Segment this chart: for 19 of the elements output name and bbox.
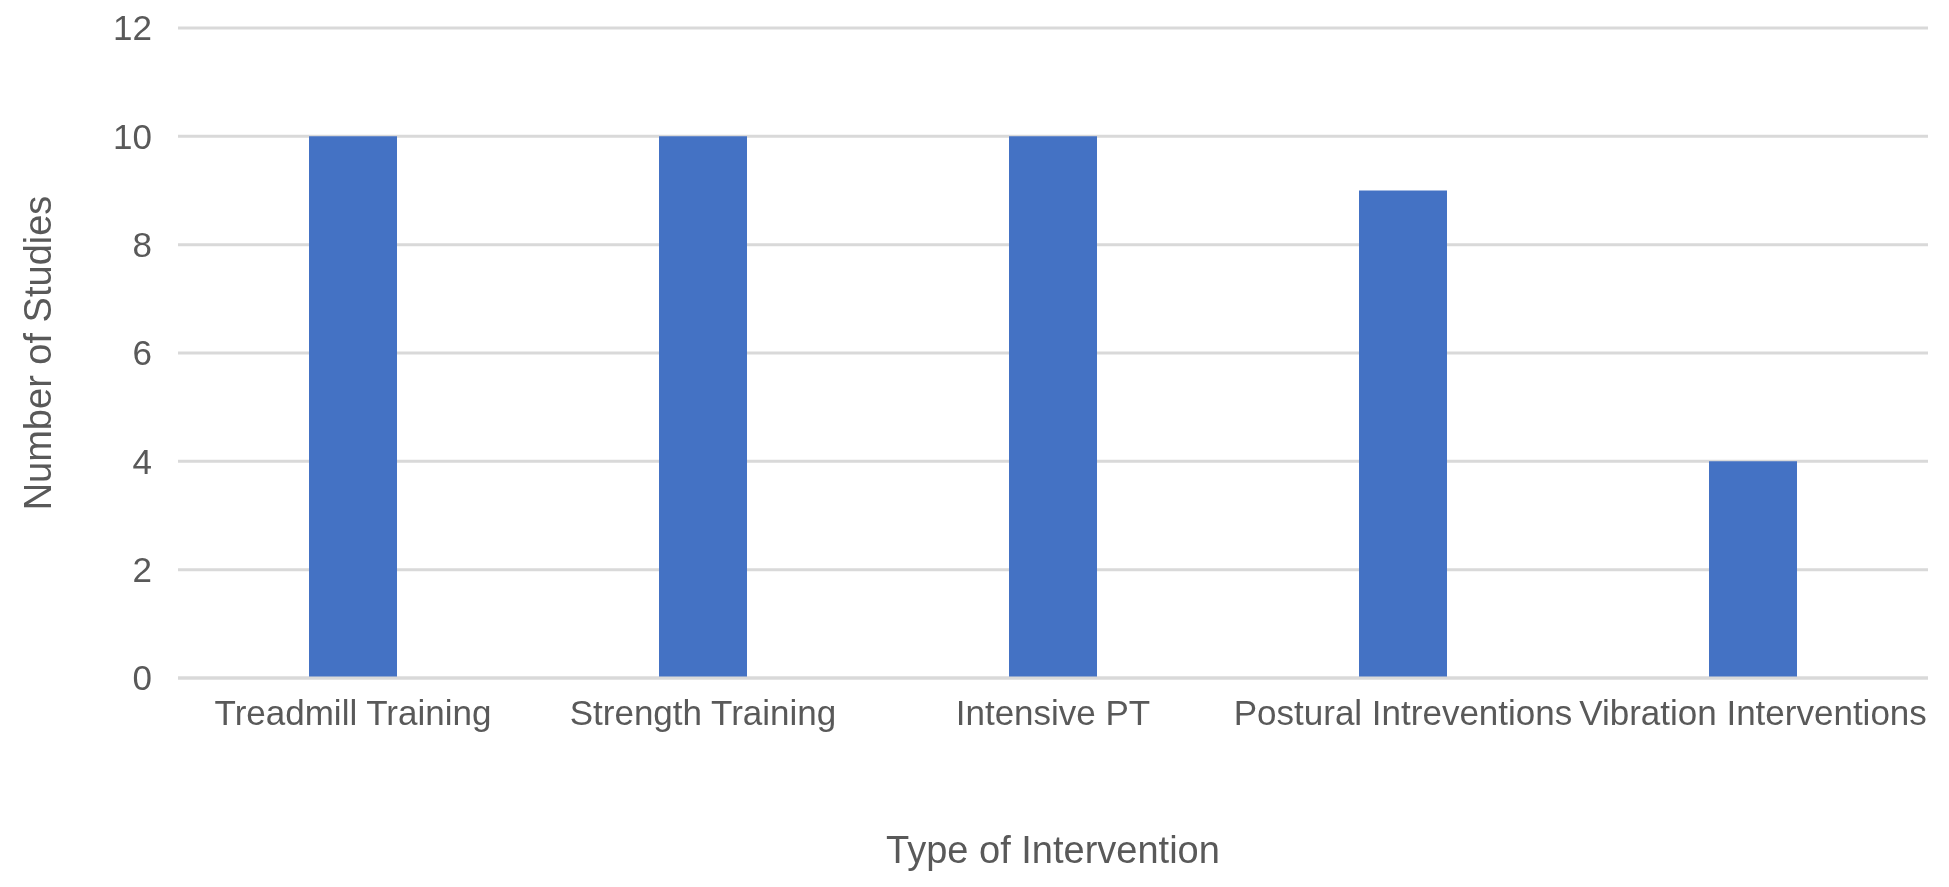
y-tick-label: 4 [132,441,152,481]
x-tick-label: Vibration Interventions [1579,692,1927,732]
x-tick-label: Treadmill Training [214,692,492,732]
y-tick-label: 10 [113,116,152,156]
bar [1359,190,1447,678]
x-tick-label: Intensive PT [955,692,1151,732]
y-tick-label: 8 [132,225,152,265]
y-tick-label: 12 [113,8,152,48]
bar [1009,136,1097,678]
bar [659,136,747,678]
y-tick-label: 2 [132,550,152,590]
x-axis-title: Type of Intervention [886,829,1220,871]
x-tick-label: Postural Intreventions [1233,692,1573,732]
y-tick-label: 0 [132,658,152,698]
y-axis-title: Number of Studies [17,195,60,511]
bar [1709,461,1797,678]
y-tick-label: 6 [132,333,152,373]
x-tick-label: Strength Training [569,692,837,732]
bar [309,136,397,678]
